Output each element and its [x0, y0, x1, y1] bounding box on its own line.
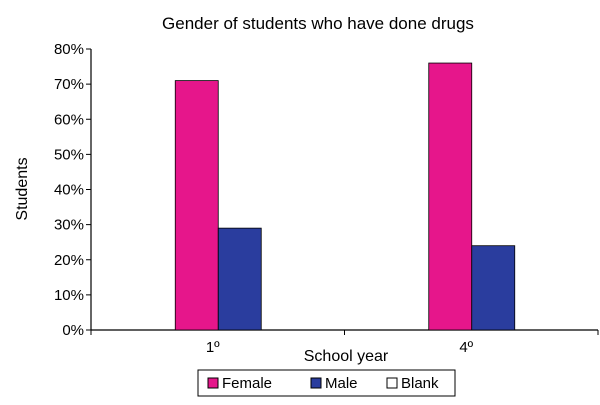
- x-tick-label: 1º: [206, 339, 220, 356]
- legend: Female Male Blank: [197, 369, 456, 397]
- x-tick-label: 4º: [459, 339, 473, 356]
- bar-male-0: [217, 227, 262, 331]
- bar-female-1: [428, 62, 473, 331]
- y-axis-label: Students: [14, 157, 31, 220]
- y-tick-label: 20%: [54, 252, 84, 269]
- y-tick-label: 60%: [54, 111, 84, 128]
- legend-label-blank: Blank: [401, 375, 439, 392]
- legend-label-female: Female: [222, 375, 272, 392]
- legend-swatch-male: [310, 377, 322, 389]
- y-tick-label: 80%: [54, 41, 84, 58]
- y-axis: 0% 10% 20% 30% 40% 50% 60% 70% 80%: [54, 41, 92, 339]
- chart-title: Gender of students who have done drugs: [162, 14, 474, 33]
- bar-male-1: [471, 245, 516, 331]
- legend-label-male: Male: [325, 375, 358, 392]
- x-axis-label: School year: [304, 348, 389, 365]
- y-tick-label: 10%: [54, 287, 84, 304]
- bars: [174, 62, 516, 331]
- bar-female-0: [174, 80, 219, 331]
- legend-swatch-female: [207, 377, 219, 389]
- y-tick-label: 50%: [54, 146, 84, 163]
- legend-items: Female Male Blank: [207, 375, 439, 392]
- y-tick-label: 30%: [54, 217, 84, 234]
- y-tick-label: 40%: [54, 182, 84, 199]
- y-tick-label: 70%: [54, 76, 84, 93]
- y-tick-label: 0%: [62, 322, 84, 339]
- legend-frame: [197, 369, 456, 397]
- legend-swatch-blank: [386, 377, 398, 389]
